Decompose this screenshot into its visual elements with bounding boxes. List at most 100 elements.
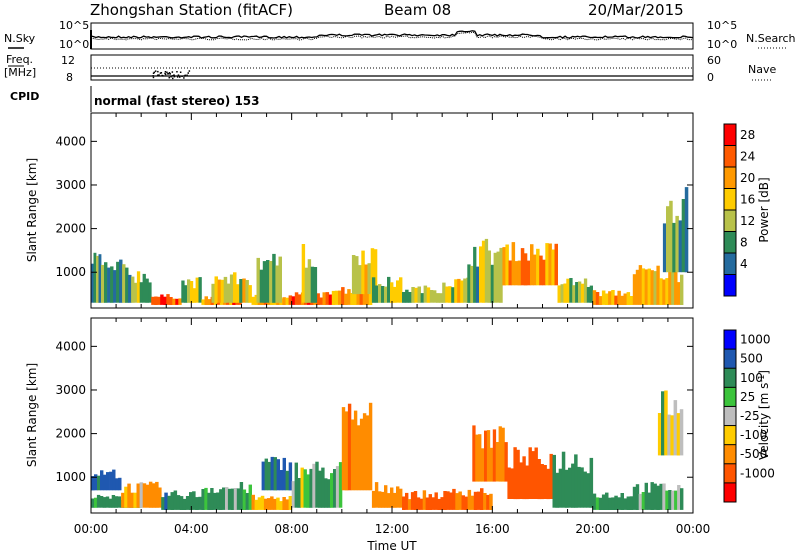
heatmap-cell	[108, 498, 113, 508]
colorbar-swatch	[724, 387, 736, 407]
heatmap-cell	[555, 472, 560, 508]
colorbar-swatch	[724, 145, 736, 168]
heatmap-cell	[185, 496, 190, 510]
velocity-label-main: Velocity [m s	[757, 383, 771, 460]
heatmap-cell	[107, 267, 111, 303]
velocity-panel-frame	[90, 317, 694, 514]
heatmap-cell	[586, 473, 590, 508]
nave-point	[170, 76, 172, 78]
y-tick-label: 3000	[55, 178, 86, 192]
colorbar-swatch	[724, 482, 736, 503]
nave-point	[188, 70, 191, 72]
heatmap-cell	[623, 498, 627, 510]
nave-point	[168, 76, 170, 79]
heatmap-cell	[300, 467, 304, 508]
heatmap-cell	[399, 277, 403, 303]
heatmap-cell	[531, 451, 535, 499]
heatmap-cell	[413, 491, 418, 510]
colorbar-tick-label: 28	[740, 128, 755, 142]
heatmap-cell	[511, 242, 516, 286]
colorbar-swatch	[724, 124, 736, 146]
heatmap-cell	[543, 465, 547, 499]
heatmap-cell	[350, 419, 355, 491]
heatmap-cell	[104, 262, 108, 303]
heatmap-cell	[410, 492, 415, 510]
heatmap-cell	[118, 477, 122, 491]
heatmap-cell	[361, 250, 365, 295]
heatmap-cell	[592, 493, 597, 510]
heatmap-cell	[195, 277, 199, 303]
heatmap-cell	[362, 413, 367, 491]
nave-right-tick-bottom: 0	[707, 71, 714, 84]
heatmap-cell	[545, 243, 549, 286]
cpid-label: CPID	[10, 90, 39, 103]
heatmap-cell	[552, 454, 556, 508]
heatmap-cell	[223, 276, 228, 303]
heatmap-cell	[653, 483, 657, 510]
heatmap-cell	[148, 282, 152, 303]
heatmap-cell	[236, 284, 240, 303]
heatmap-cell	[489, 493, 493, 510]
heatmap-cell	[266, 260, 270, 303]
heatmap-cell	[423, 285, 428, 303]
heatmap-cell	[100, 470, 104, 491]
colorbar-swatch	[724, 368, 736, 388]
heatmap-cell	[665, 490, 669, 510]
heatmap-cell	[680, 274, 684, 305]
heatmap-cell	[222, 487, 226, 510]
heatmap-cell	[178, 298, 182, 305]
heatmap-cell	[490, 264, 494, 303]
heatmap-cell	[473, 491, 478, 510]
heatmap-cell	[267, 461, 271, 491]
heatmap-cell	[226, 283, 231, 303]
heatmap-cell	[373, 249, 378, 294]
heatmap-cell	[479, 246, 483, 303]
heatmap-cell	[554, 243, 558, 286]
nave-point	[157, 70, 159, 73]
nave-point	[157, 74, 159, 76]
heatmap-cell	[455, 493, 459, 510]
heatmap-cell	[675, 215, 679, 273]
heatmap-cell	[632, 274, 637, 305]
heatmap-cell	[638, 493, 643, 510]
heatmap-cell	[176, 495, 181, 510]
heatmap-cell	[142, 483, 147, 508]
heatmap-cell	[496, 251, 500, 303]
heatmap-cell	[448, 286, 452, 303]
colorbar-tick-label: 16	[740, 192, 755, 206]
heatmap-cell	[598, 497, 603, 510]
colorbar-tick-label: 20	[740, 171, 755, 185]
heatmap-cell	[451, 287, 455, 303]
nave-point	[152, 75, 154, 77]
heatmap-cell	[160, 294, 164, 305]
heatmap-cell	[356, 291, 360, 305]
heatmap-cell	[312, 463, 316, 508]
heatmap-cell	[481, 240, 486, 303]
heatmap-cell	[608, 497, 612, 510]
nave-point	[164, 72, 166, 75]
colorbar-tick-label: 500	[740, 352, 763, 366]
heatmap-cell	[501, 427, 505, 482]
nave-point	[171, 75, 174, 77]
colorbar-swatch	[724, 167, 736, 189]
heatmap-cell	[586, 287, 591, 303]
nave-point	[167, 73, 170, 75]
heatmap-cell	[217, 279, 222, 303]
heatmap-cell	[614, 495, 618, 510]
heatmap-cell	[285, 297, 289, 305]
nave-point	[183, 77, 185, 79]
heatmap-cell	[454, 279, 458, 303]
heatmap-cell	[589, 285, 593, 303]
heatmap-cell	[310, 266, 315, 303]
heatmap-cell	[589, 457, 594, 508]
heatmap-cell	[125, 267, 129, 303]
heatmap-cell	[507, 467, 511, 499]
heatmap-cell	[106, 472, 110, 491]
heatmap-cell	[664, 390, 668, 456]
heatmap-cell	[458, 491, 462, 510]
heatmap-cell	[264, 458, 268, 491]
heatmap-cell	[635, 484, 640, 510]
heatmap-cell	[495, 442, 499, 482]
colorbar-tick-label: 100	[740, 371, 763, 385]
